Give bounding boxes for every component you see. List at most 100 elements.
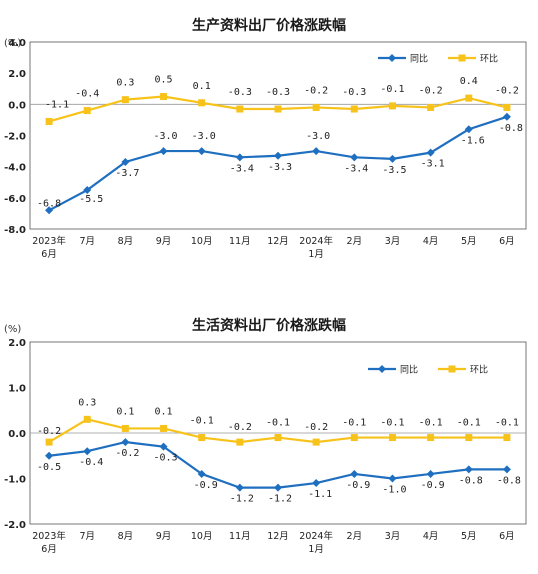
data-point-marker: [235, 153, 244, 162]
data-label: -0.1: [380, 84, 404, 95]
data-point-marker: [388, 434, 396, 442]
x-tick-label: 4月: [423, 531, 439, 542]
data-label: -0.3: [342, 87, 366, 98]
data-point-marker: [502, 465, 511, 474]
data-point-marker: [350, 105, 358, 113]
legend-marker: [448, 365, 456, 373]
plot-frame: [29, 41, 527, 230]
data-point-marker: [236, 105, 244, 113]
x-tick-label: 2月: [347, 236, 363, 247]
data-point-marker: [274, 151, 282, 160]
x-tick-label: 2024年 1月: [299, 235, 333, 260]
data-point-marker: [83, 415, 91, 423]
x-tick-label: 8月: [118, 531, 134, 542]
data-point-marker: [312, 479, 321, 488]
data-label: -0.9: [194, 480, 218, 491]
data-label: -0.3: [228, 87, 252, 98]
data-point-marker: [312, 147, 321, 156]
data-point-marker: [197, 147, 206, 156]
data-point-marker: [312, 103, 320, 111]
data-label: -3.1: [421, 159, 445, 170]
data-point-marker: [426, 148, 435, 157]
data-point-marker: [160, 93, 168, 101]
data-label: -3.4: [344, 163, 368, 174]
legend-label: 同比: [400, 364, 418, 376]
data-label: -3.0: [306, 131, 330, 142]
x-tick-label: 5月: [461, 236, 477, 247]
y-tick-label: -6.0: [4, 194, 26, 205]
data-label: -3.4: [230, 163, 254, 174]
x-tick-label: 10月: [191, 531, 213, 542]
data-label: -1.2: [230, 494, 254, 505]
data-label: -0.8: [459, 475, 483, 486]
data-point-marker: [503, 434, 511, 442]
data-label: -0.3: [153, 453, 177, 464]
y-tick-label: 2.0: [8, 338, 26, 349]
legend-marker: [378, 365, 386, 373]
x-tick-label: 3月: [385, 236, 401, 247]
data-point-marker: [121, 96, 129, 104]
data-label: 0.1: [155, 406, 173, 417]
data-point-marker: [235, 483, 244, 492]
data-label: 0.3: [78, 397, 96, 408]
x-tick-label: 2023年 6月: [32, 530, 66, 555]
data-label: 0.4: [460, 76, 478, 87]
data-point-marker: [274, 483, 282, 492]
data-point-marker: [198, 99, 206, 107]
data-label: -1.0: [382, 485, 406, 496]
legend-marker: [388, 54, 396, 62]
data-label: -0.2: [495, 85, 519, 96]
data-point-marker: [388, 474, 397, 483]
data-label: -0.9: [346, 480, 370, 491]
data-point-marker: [121, 438, 130, 447]
data-label: -0.2: [419, 85, 443, 96]
legend: 同比 环比: [378, 53, 498, 65]
data-point-marker: [426, 469, 435, 478]
x-tick-label: 6月: [499, 236, 515, 247]
x-tick-label: 7月: [79, 531, 95, 542]
legend-label: 环比: [470, 364, 488, 376]
data-label: -5.5: [79, 194, 103, 205]
data-point-marker: [427, 434, 435, 442]
y-tick-label: 2.0: [8, 69, 26, 80]
data-point-marker: [274, 434, 282, 442]
data-point-marker: [350, 434, 358, 442]
y-tick-label: -2.0: [4, 520, 26, 531]
data-point-marker: [45, 117, 53, 125]
data-label: 0.1: [193, 81, 211, 92]
data-point-marker: [45, 206, 54, 215]
data-point-marker: [503, 103, 511, 111]
data-label: -6.8: [37, 198, 61, 209]
data-point-marker: [274, 105, 282, 113]
x-tick-label: 10月: [191, 236, 213, 247]
data-point-marker: [121, 424, 129, 432]
data-label: 0.5: [155, 75, 173, 86]
legend-label: 同比: [410, 53, 428, 65]
y-tick-label: -4.0: [4, 163, 26, 174]
data-point-marker: [350, 469, 359, 478]
data-label: -0.3: [266, 87, 290, 98]
unit-label: (%): [4, 38, 21, 49]
chart-production-materials: 生产资料出厂价格涨跌幅 (%) 4.0 2.0 0.0 -2.0 -4.0 -6.0 -8.0 2…: [0, 0, 538, 270]
y-tick-label: 0.0: [8, 429, 26, 440]
data-label: 0.3: [116, 78, 134, 89]
data-point-marker: [502, 112, 511, 121]
x-tick-label: 12月: [267, 531, 289, 542]
x-tick-label: 2024年 1月: [299, 530, 333, 555]
data-label: -3.0: [153, 131, 177, 142]
data-point-marker: [465, 434, 473, 442]
data-label: -3.7: [115, 168, 139, 179]
x-tick-label: 3月: [385, 531, 401, 542]
y-tick-label: 1.0: [8, 384, 26, 395]
data-point-marker: [160, 424, 168, 432]
y-tick-label: 0.0: [8, 100, 26, 111]
legend-marker: [458, 54, 466, 62]
chart-title: 生活资料出厂价格涨跌幅: [192, 317, 346, 334]
data-label: -0.2: [304, 422, 328, 433]
data-label: -0.1: [419, 418, 443, 429]
data-label: -0.8: [497, 475, 521, 486]
data-point-marker: [159, 442, 168, 451]
data-label: -3.0: [192, 131, 216, 142]
chart-living-materials: 生活资料出厂价格涨跌幅 (%) 2.0 1.0 0.0 -1.0 -2.0 2023年 6月 7月…: [0, 300, 538, 574]
data-point-marker: [198, 434, 206, 442]
